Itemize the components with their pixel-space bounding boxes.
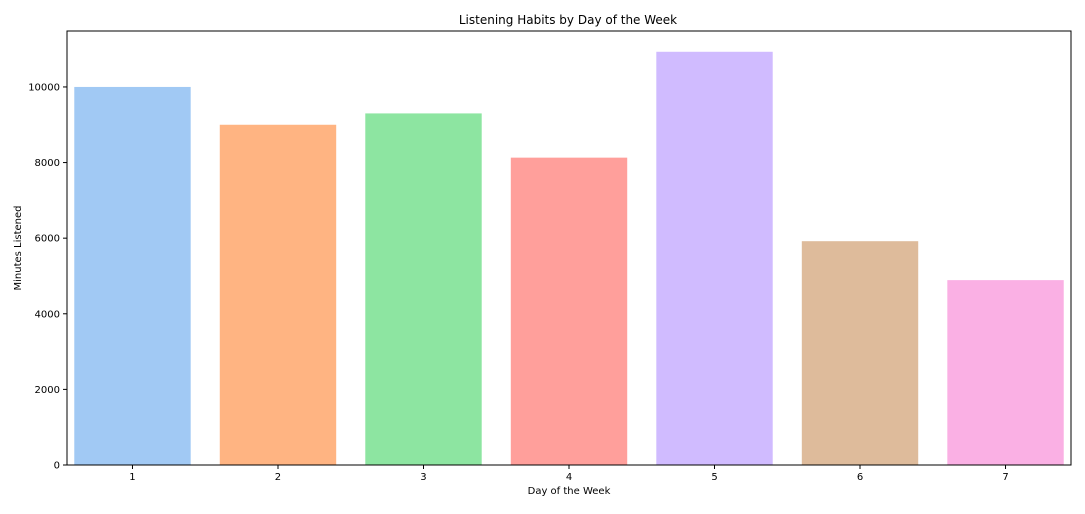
- y-tick-label: 10000: [28, 82, 60, 93]
- x-tick-label: 4: [566, 472, 572, 483]
- y-tick-label: 8000: [35, 158, 60, 169]
- chart-title: Listening Habits by Day of the Week: [459, 13, 677, 27]
- x-tick-label: 3: [420, 472, 426, 483]
- y-axis-label: Minutes Listened: [13, 205, 24, 290]
- bar-day-1: [74, 86, 191, 465]
- bar-day-7: [947, 280, 1064, 465]
- x-tick-label: 6: [857, 472, 863, 483]
- x-tick-label: 2: [275, 472, 281, 483]
- x-tick-label: 5: [711, 472, 717, 483]
- bar-day-2: [219, 124, 337, 465]
- x-tick-label: 7: [1002, 472, 1008, 483]
- bar-day-6: [801, 241, 919, 465]
- y-axis-ticks: 0 2000 4000 6000 8000 10000: [28, 82, 67, 472]
- bars: [74, 51, 1064, 465]
- bar-day-4: [510, 157, 628, 465]
- y-tick-label: 4000: [35, 309, 60, 320]
- x-tick-label: 1: [129, 472, 135, 483]
- bar-day-5: [656, 51, 773, 465]
- x-axis-label: Day of the Week: [528, 486, 611, 497]
- x-axis-ticks: 1 2 3 4 5 6 7: [129, 465, 1009, 483]
- bar-day-3: [365, 113, 482, 465]
- y-tick-label: 6000: [35, 234, 60, 245]
- y-tick-label: 0: [54, 461, 60, 472]
- y-tick-label: 2000: [35, 385, 60, 396]
